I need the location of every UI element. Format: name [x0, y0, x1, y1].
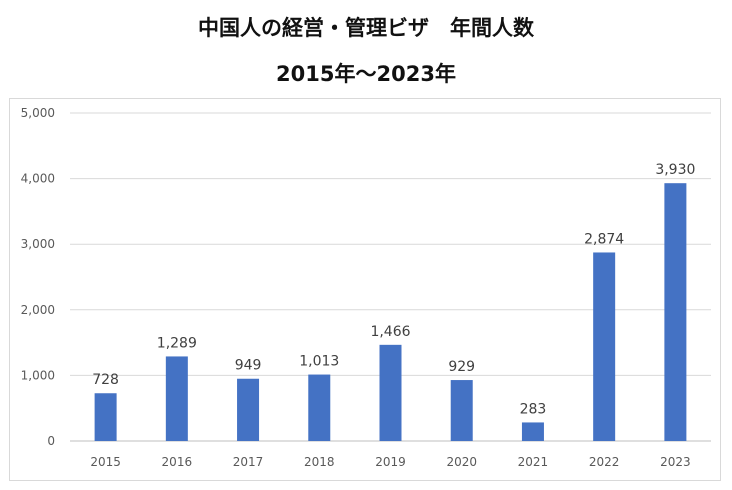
data-label-2023: 3,930	[655, 162, 695, 178]
y-tick-label: 0	[47, 434, 55, 448]
bar-2021	[521, 422, 544, 441]
bar-2016	[165, 356, 188, 441]
y-tick-label: 5,000	[21, 106, 55, 120]
bar-2019	[379, 344, 402, 441]
chart-frame	[9, 98, 721, 481]
data-label-2020: 929	[448, 359, 475, 375]
x-tick-label-2020: 2020	[446, 455, 477, 469]
x-tick-label-2019: 2019	[375, 455, 406, 469]
x-tick-label-2017: 2017	[233, 455, 264, 469]
x-tick-label-2016: 2016	[162, 455, 193, 469]
data-label-2018: 1,013	[299, 354, 339, 370]
data-label-2021: 283	[520, 401, 547, 417]
x-axis-ticks: 2015 2016 2017 2018 2019 2020 2021 2022 2023	[90, 455, 690, 469]
bar-2015	[94, 393, 117, 441]
bar-2017	[237, 378, 260, 441]
chart-subtitle: 2015年～2023年	[276, 62, 456, 86]
data-labels: 728 1,289 949 1,013 1,466 929 283 2,874 3,930	[92, 162, 695, 417]
y-tick-label: 2,000	[21, 303, 55, 317]
bar-2022	[593, 252, 616, 441]
x-tick-label-2023: 2023	[660, 455, 691, 469]
y-tick-label: 1,000	[21, 368, 55, 382]
x-tick-label-2022: 2022	[589, 455, 620, 469]
data-label-2022: 2,874	[584, 231, 624, 247]
x-tick-label-2018: 2018	[304, 455, 335, 469]
data-label-2017: 949	[235, 358, 262, 374]
x-tick-label-2021: 2021	[518, 455, 549, 469]
chart-title: 中国人の経営・管理ビザ 年間人数	[198, 16, 534, 40]
bar-2020	[450, 380, 473, 441]
bar-2023	[664, 183, 687, 441]
data-label-2015: 728	[92, 372, 119, 388]
y-tick-label: 3,000	[21, 237, 55, 251]
y-axis-ticks: 0 1,000 2,000 3,000 4,000 5,000	[21, 106, 55, 448]
y-tick-label: 4,000	[21, 172, 55, 186]
x-tick-label-2015: 2015	[90, 455, 121, 469]
data-label-2016: 1,289	[157, 335, 197, 351]
bars	[94, 183, 687, 441]
bar-2018	[308, 374, 331, 441]
data-label-2019: 1,466	[370, 324, 410, 340]
